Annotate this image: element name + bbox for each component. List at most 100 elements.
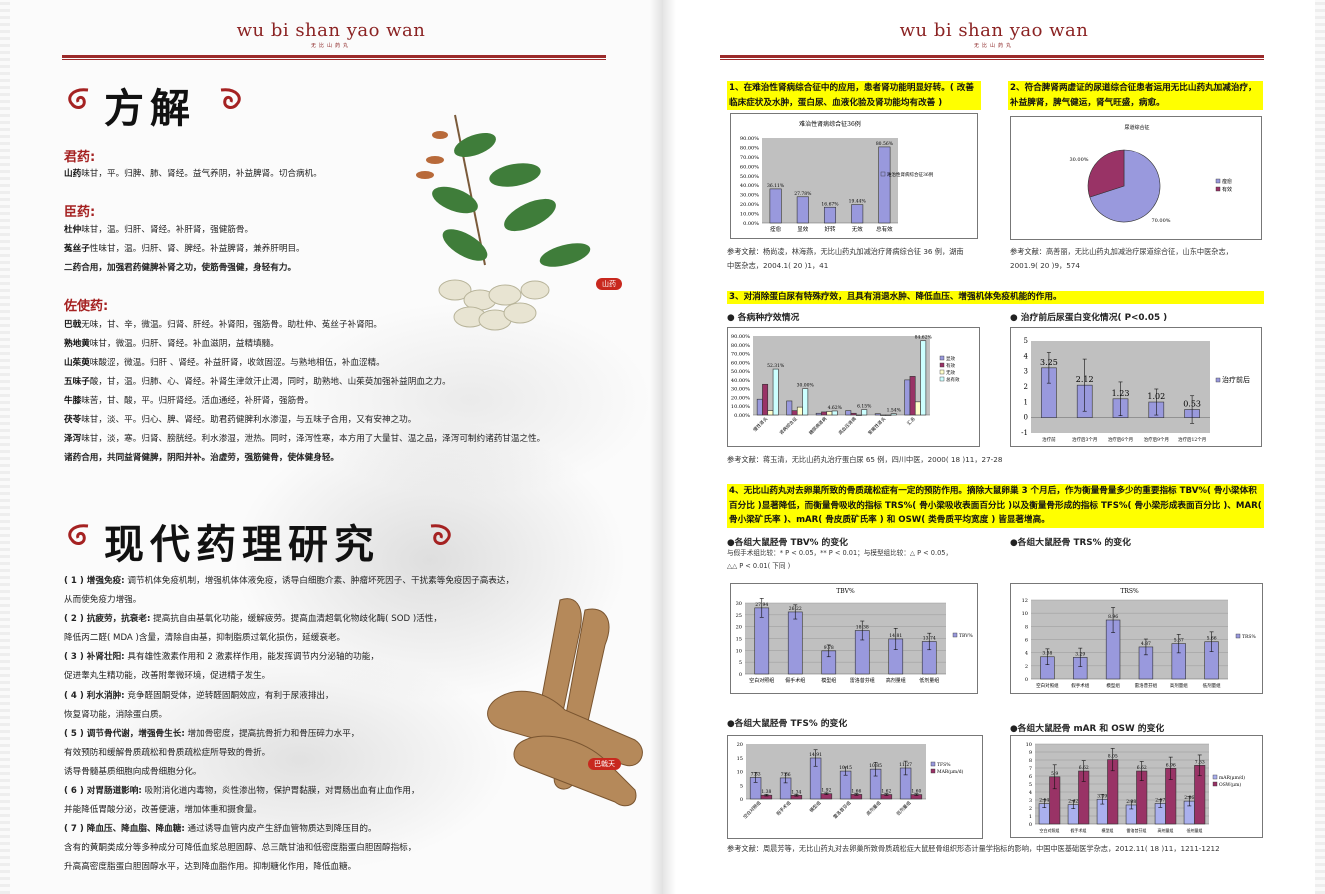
x-category-label: 显效 bbox=[797, 225, 809, 233]
data-label: 1.34 bbox=[791, 789, 801, 795]
y-tick-label: 10 bbox=[737, 770, 743, 776]
chart-proteinuria-change: -1 0 1 2 3 4 5 3.25 2.12 1.23 1.02 0.53 治疗前 治疗后3个月 治疗后… bbox=[1010, 327, 1262, 447]
legend-label: 显效 bbox=[946, 355, 955, 362]
x-category-label: 治疗后12个月 bbox=[1178, 436, 1206, 443]
heading-zuoshi-yao: 佐使药: bbox=[64, 299, 109, 314]
effect-text: 降低丙二醛( MDA )含量，清除自由基，抑制脂质过氧化损伤，延缓衰老。 bbox=[64, 633, 346, 644]
pharmacology-line: ( 2 ) 抗疲劳，抗衰老: 提高抗自由基氧化功能，缓解疲劳。提高血清超氧化物歧… bbox=[64, 610, 514, 629]
herb-desc: 味甘，微温。归肝、肾经。补血滋阴，益精填髓。 bbox=[89, 339, 279, 349]
data-label: 7.83 bbox=[751, 771, 761, 777]
effect-text: 恢复肾功能，消除蛋白质。 bbox=[64, 709, 168, 720]
plot-area bbox=[746, 744, 926, 799]
x-category-label: 好转 bbox=[824, 225, 836, 233]
heading-jun-yao: 君药: bbox=[64, 150, 96, 165]
data-label: 16.67% bbox=[821, 201, 839, 207]
herb-desc: 味苦，甘、酸，平。归肝肾经。活血通经，补肝肾，强筋骨。 bbox=[81, 396, 314, 406]
data-label: 7.66 bbox=[781, 772, 791, 778]
x-category-label: 肾病综合征 bbox=[778, 415, 799, 436]
x-category-label: 高血压肾病 bbox=[837, 415, 858, 436]
y-tick-label: 2 bbox=[1029, 806, 1032, 812]
herb-name: 牛膝 bbox=[64, 396, 82, 406]
x-category-label: 假手术组 bbox=[1071, 827, 1087, 833]
y-tick-label: 70.00% bbox=[731, 352, 750, 358]
pharmacology-line: 有效预防和缓解骨质疏松和骨质疏松症所导致的骨折。 bbox=[64, 744, 514, 763]
data-label: 2.38 bbox=[1126, 799, 1136, 805]
bar bbox=[767, 410, 774, 416]
bar bbox=[880, 414, 887, 416]
plot-area bbox=[753, 336, 930, 415]
herb-desc: 味甘，淡，寒。归肾、膀胱经。利水渗湿，泄热。同时，泽泻性寒，本方用了大量甘、温之… bbox=[81, 434, 546, 444]
cloud-ornament-icon bbox=[68, 88, 89, 109]
data-label: 1.23 bbox=[1112, 389, 1130, 398]
x-category-label: 汇总 bbox=[905, 415, 917, 427]
bar bbox=[909, 376, 916, 416]
brand-subtitle: 无比山药丸 bbox=[310, 43, 351, 49]
herb-name: 山药 bbox=[64, 169, 82, 179]
morinda-root-illustration bbox=[487, 598, 643, 807]
bar bbox=[756, 398, 763, 416]
legend-label: TRS% bbox=[1242, 634, 1256, 640]
yam-plant-illustration bbox=[416, 114, 591, 331]
y-tick-label: 40.00% bbox=[740, 183, 759, 189]
x-category-label: 治疗后9个月 bbox=[1144, 436, 1169, 443]
legend-swatch bbox=[939, 362, 945, 368]
effect-text: 通过诱导血管内皮产生舒血管物质达到降压目的。 bbox=[187, 824, 377, 835]
x-category-label: 治疗后3个月 bbox=[1072, 436, 1097, 443]
data-label: 30.00% bbox=[1069, 157, 1088, 163]
herb-line: 山药味甘，平。归脾、肺、肾经。益气养阴，补益脾肾。切合病机。 bbox=[64, 167, 322, 179]
legend-label: MAR(μm/d) bbox=[937, 768, 964, 775]
bullet-mar-osw: ●各组大鼠胫骨 mAR 和 OSW 的变化 bbox=[1010, 724, 1165, 734]
legend-label: TFS% bbox=[937, 762, 951, 768]
y-tick-label: 3 bbox=[1029, 798, 1032, 804]
effect-text: 有效预防和缓解骨质疏松和骨质疏松症所导致的骨折。 bbox=[64, 747, 271, 758]
y-tick-label: 0 bbox=[1024, 414, 1028, 422]
y-tick-label: 3 bbox=[1024, 368, 1028, 376]
data-label: 1.92 bbox=[821, 788, 831, 794]
y-tick-label: 30.00% bbox=[740, 193, 759, 199]
bullet-tbv: ●各组大鼠胫骨 TBV% 的变化 bbox=[727, 538, 848, 548]
section-2-heading: 2、符合脾肾两虚证的尿道综合征患者运用无比山药丸加减治疗，补益脾肾，脾气健运，肾… bbox=[1008, 81, 1263, 110]
bar bbox=[920, 340, 927, 416]
data-label: 0.53 bbox=[1183, 400, 1201, 409]
section-title-formula: 方解 bbox=[104, 85, 196, 132]
data-label: 3.09 bbox=[1097, 793, 1107, 799]
x-category-label: 假手术组 bbox=[785, 677, 805, 684]
chart-urethral-pie: 尿道综合征 70.00% 痊愈 30.00% 有效 bbox=[1010, 116, 1262, 240]
cloud-ornament-icon bbox=[68, 524, 89, 545]
section-3-heading: 3、对消除蛋白尿有特殊疗效，且具有消退水肿、降低血压、增强机体免疫机能的作用。 bbox=[727, 291, 1264, 304]
reference-4: 参考文献：周晨芳等，无比山药丸对去卵巢所致骨质疏松症大鼠胫骨组织形态计量学指标的… bbox=[727, 844, 1220, 853]
y-tick-label: 0 bbox=[739, 672, 742, 678]
x-category-label: 空白对照组 bbox=[1040, 827, 1060, 833]
effect-text: 从而使免疫力增强。 bbox=[64, 595, 142, 606]
x-category-label: 空白对照组 bbox=[1036, 682, 1059, 689]
data-label: 6.15% bbox=[857, 404, 872, 410]
y-tick-label: 6 bbox=[1029, 774, 1032, 780]
pharmacology-line: 含有的黄酮类成分等多种成分可降低血浆总胆固醇、总三酰甘油和低密度脂蛋白胆固醇指标… bbox=[64, 839, 514, 858]
legend-swatch bbox=[952, 632, 958, 638]
brand-name: wu bi shan yao wan bbox=[236, 20, 426, 41]
data-label: 2.57 bbox=[1155, 797, 1165, 803]
bar bbox=[831, 410, 838, 416]
chart-disease-efficacy: 0.00% 10.00% 20.00% 30.00% 40.00% 50.00% 60.00… bbox=[727, 327, 980, 447]
herb-line: 杜仲味甘，温。归肝、肾经。补肝肾，强健筋骨。 bbox=[64, 223, 253, 235]
herb-name: 茯苓 bbox=[64, 415, 82, 425]
y-tick-label: 15 bbox=[737, 756, 743, 762]
herb-line: 山茱萸味酸涩，微温。归肝 、肾经。补益肝肾，收敛固涩。与熟地相伍，补血涩精。 bbox=[64, 356, 385, 368]
data-label: 19.44% bbox=[849, 199, 867, 205]
section-1-heading: 1、在难治性肾病综合征中的应用，患者肾功能明显好转。( 改善临床症状及水肿，蛋白… bbox=[727, 81, 981, 110]
pie-slice bbox=[1089, 149, 1161, 223]
legend-swatch bbox=[1212, 781, 1218, 787]
pharmacology-line: ( 3 ) 补肾壮阳: 具有雄性激素作用和 2 激素样作用，能发挥调节内分泌轴的… bbox=[64, 648, 514, 667]
y-tick-label: 70.00% bbox=[740, 155, 759, 161]
section-title-pharmacology: 现代药理研究 bbox=[104, 521, 380, 568]
data-label: 6.96 bbox=[1166, 762, 1176, 768]
herb-desc: 味甘，温。归肝、肾经。补肝肾，强健筋骨。 bbox=[81, 225, 254, 235]
data-label: 1.54% bbox=[887, 408, 902, 414]
legend-swatch bbox=[939, 355, 945, 361]
x-category-label: 雷洛昔芬组 bbox=[850, 677, 875, 684]
herb-name: 山茱萸 bbox=[64, 358, 90, 368]
x-category-label: 无效 bbox=[852, 225, 864, 233]
y-tick-label: 0.00% bbox=[743, 221, 759, 227]
header-rule bbox=[720, 55, 1264, 60]
pharmacology-line: ( 4 ) 利水消肿: 竞争醛固酮受体，逆转醛固酮效应，有利于尿液排出， bbox=[64, 687, 514, 706]
